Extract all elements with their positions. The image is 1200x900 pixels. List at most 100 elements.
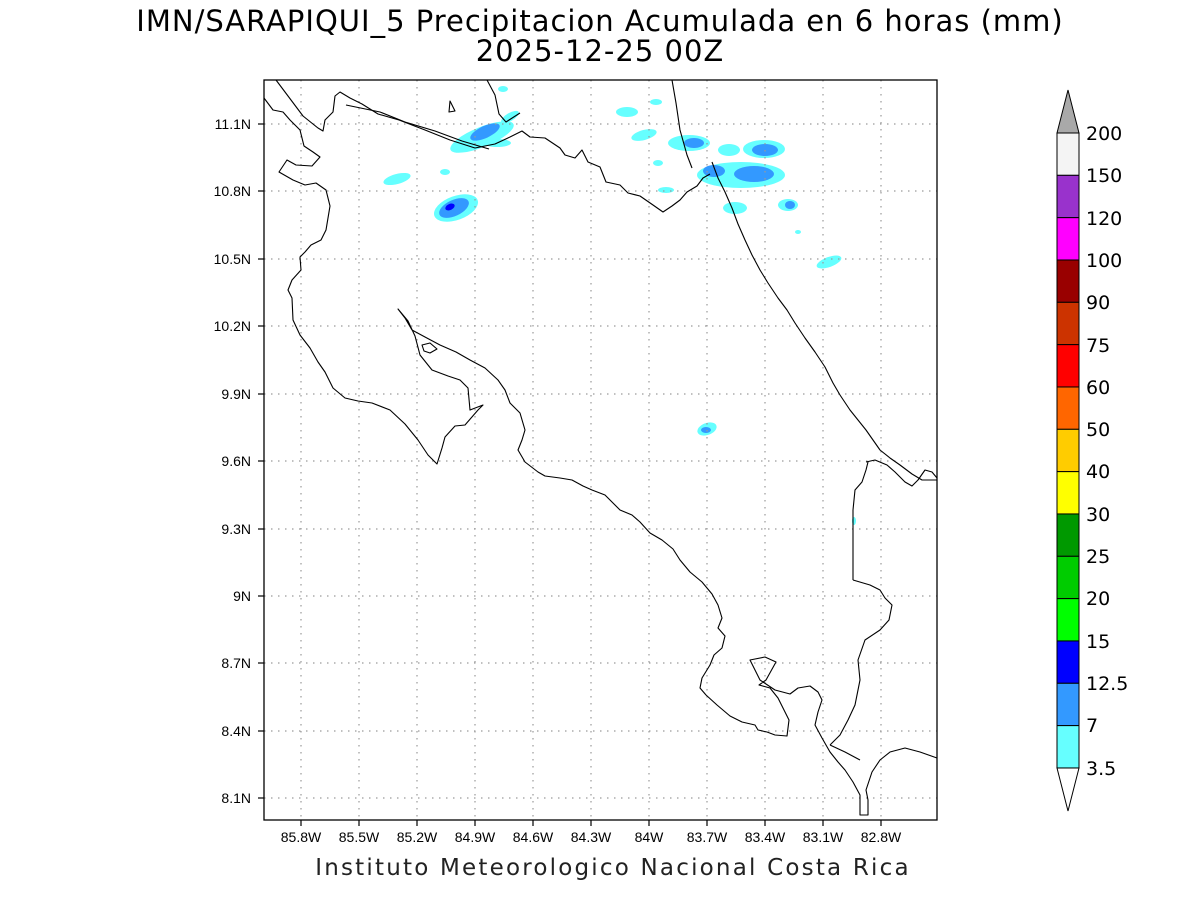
lat-label: 9.3N — [221, 521, 251, 537]
precip-patch — [445, 203, 455, 211]
lon-label: 85.5W — [339, 829, 380, 845]
legend-swatch — [1056, 132, 1080, 176]
legend-swatch — [1056, 174, 1080, 219]
legend-swatch — [1056, 301, 1080, 346]
legend-label: 50 — [1086, 419, 1110, 441]
coastline-path — [345, 104, 490, 150]
coastline-path — [671, 79, 693, 169]
lat-label: 10.2N — [214, 318, 251, 334]
legend-label: 120 — [1086, 208, 1122, 230]
legend-swatch — [1056, 428, 1080, 473]
lat-label: 10.8N — [214, 183, 251, 199]
coastline-path — [486, 79, 521, 123]
lat-lon-grid — [264, 80, 937, 820]
lat-label: 8.4N — [221, 723, 251, 739]
legend-under-triangle — [1056, 767, 1080, 812]
coastline-path — [711, 161, 937, 481]
lat-label: 10.5N — [214, 251, 251, 267]
legend-swatch — [1056, 513, 1080, 557]
precipitation-areas — [383, 86, 856, 525]
lon-label: 83.1W — [803, 829, 844, 845]
legend-swatch — [1056, 386, 1080, 430]
lon-label: 84.9W — [455, 829, 496, 845]
precip-patch — [650, 99, 662, 105]
legend-swatch — [1056, 217, 1080, 261]
legend-label: 75 — [1086, 335, 1110, 357]
legend-swatch — [1056, 259, 1080, 303]
legend-label: 12.5 — [1086, 673, 1128, 695]
precip-patch — [684, 138, 704, 148]
legend-swatch — [1056, 471, 1080, 515]
precip-patch — [498, 86, 508, 92]
precip-patch — [470, 123, 500, 141]
precip-patch — [501, 110, 519, 124]
border-path — [852, 461, 869, 580]
map-title: IMN/SARAPIQUI_5 Precipitacion Acumulada … — [136, 4, 1064, 38]
legend-label: 20 — [1086, 588, 1110, 610]
precip-patch — [703, 165, 725, 177]
lon-label: 82.8W — [861, 829, 902, 845]
lon-label: 84.6W — [513, 829, 554, 845]
lon-label: 85.2W — [397, 829, 438, 845]
legend-swatch — [1056, 598, 1080, 642]
legend-swatch — [1056, 682, 1080, 727]
map-subtitle-date: 2025-12-25 00Z — [475, 34, 725, 68]
legend-label: 60 — [1086, 377, 1110, 399]
precip-patch — [795, 230, 801, 234]
border-path — [829, 744, 861, 761]
map-frame — [263, 79, 938, 821]
precip-patch — [723, 202, 747, 214]
coastline-path — [275, 79, 711, 213]
lat-label: 11.1N — [215, 116, 251, 132]
legend-label: 200 — [1086, 123, 1122, 145]
legend-swatch — [1056, 725, 1080, 769]
legend-color-bar — [1056, 89, 1080, 812]
precip-patch — [383, 172, 411, 186]
axis-ticks — [258, 123, 882, 826]
precip-patch — [816, 255, 842, 269]
lat-label: 9N — [233, 588, 251, 604]
lat-label: 8.1N — [221, 790, 251, 806]
legend-swatch — [1056, 640, 1080, 684]
border-path — [829, 579, 893, 746]
legend-label: 90 — [1086, 292, 1110, 314]
footer-credit: Instituto Meteorologico Nacional Costa R… — [315, 855, 911, 881]
legend-label: 30 — [1086, 504, 1110, 526]
coastline-path — [263, 97, 938, 816]
legend-label: 150 — [1086, 165, 1122, 187]
precip-patch — [701, 427, 711, 433]
legend-label: 7 — [1086, 715, 1098, 737]
border-path — [865, 459, 938, 487]
legend-label: 25 — [1086, 546, 1110, 568]
coastlines-and-borders — [263, 79, 938, 816]
lon-label: 84.3W — [571, 829, 612, 845]
lon-label: 85.8W — [281, 829, 322, 845]
latitude-labels: 11.1N 10.8N 10.5N 10.2N 9.9N 9.6N 9.3N 9… — [214, 116, 251, 806]
legend-labels: 200 150 120 100 90 75 60 50 40 30 25 20 … — [1086, 123, 1128, 780]
precip-patch — [440, 169, 450, 175]
precip-patch — [785, 201, 795, 209]
precip-patch — [439, 198, 469, 218]
precip-patch — [631, 129, 657, 141]
legend-label: 40 — [1086, 461, 1110, 483]
legend-over-triangle — [1056, 89, 1080, 134]
lon-label: 83.7W — [687, 829, 728, 845]
precip-patch — [718, 144, 740, 156]
lat-label: 8.7N — [221, 655, 251, 671]
longitude-labels: 85.8W 85.5W 85.2W 84.9W 84.6W 84.3W 84W … — [281, 829, 902, 845]
lat-label: 9.9N — [221, 386, 251, 402]
legend-label: 100 — [1086, 250, 1122, 272]
lat-label: 9.6N — [221, 453, 251, 469]
legend-swatch — [1056, 555, 1080, 600]
precip-patch — [616, 107, 638, 117]
legend-label: 3.5 — [1086, 758, 1116, 780]
precip-patch — [653, 160, 663, 166]
legend-swatch — [1056, 344, 1080, 388]
legend-label: 15 — [1086, 631, 1110, 653]
lon-label: 84W — [635, 829, 665, 845]
coastline-path — [448, 100, 456, 113]
lon-label: 83.4W — [745, 829, 786, 845]
precip-patch — [734, 166, 774, 182]
